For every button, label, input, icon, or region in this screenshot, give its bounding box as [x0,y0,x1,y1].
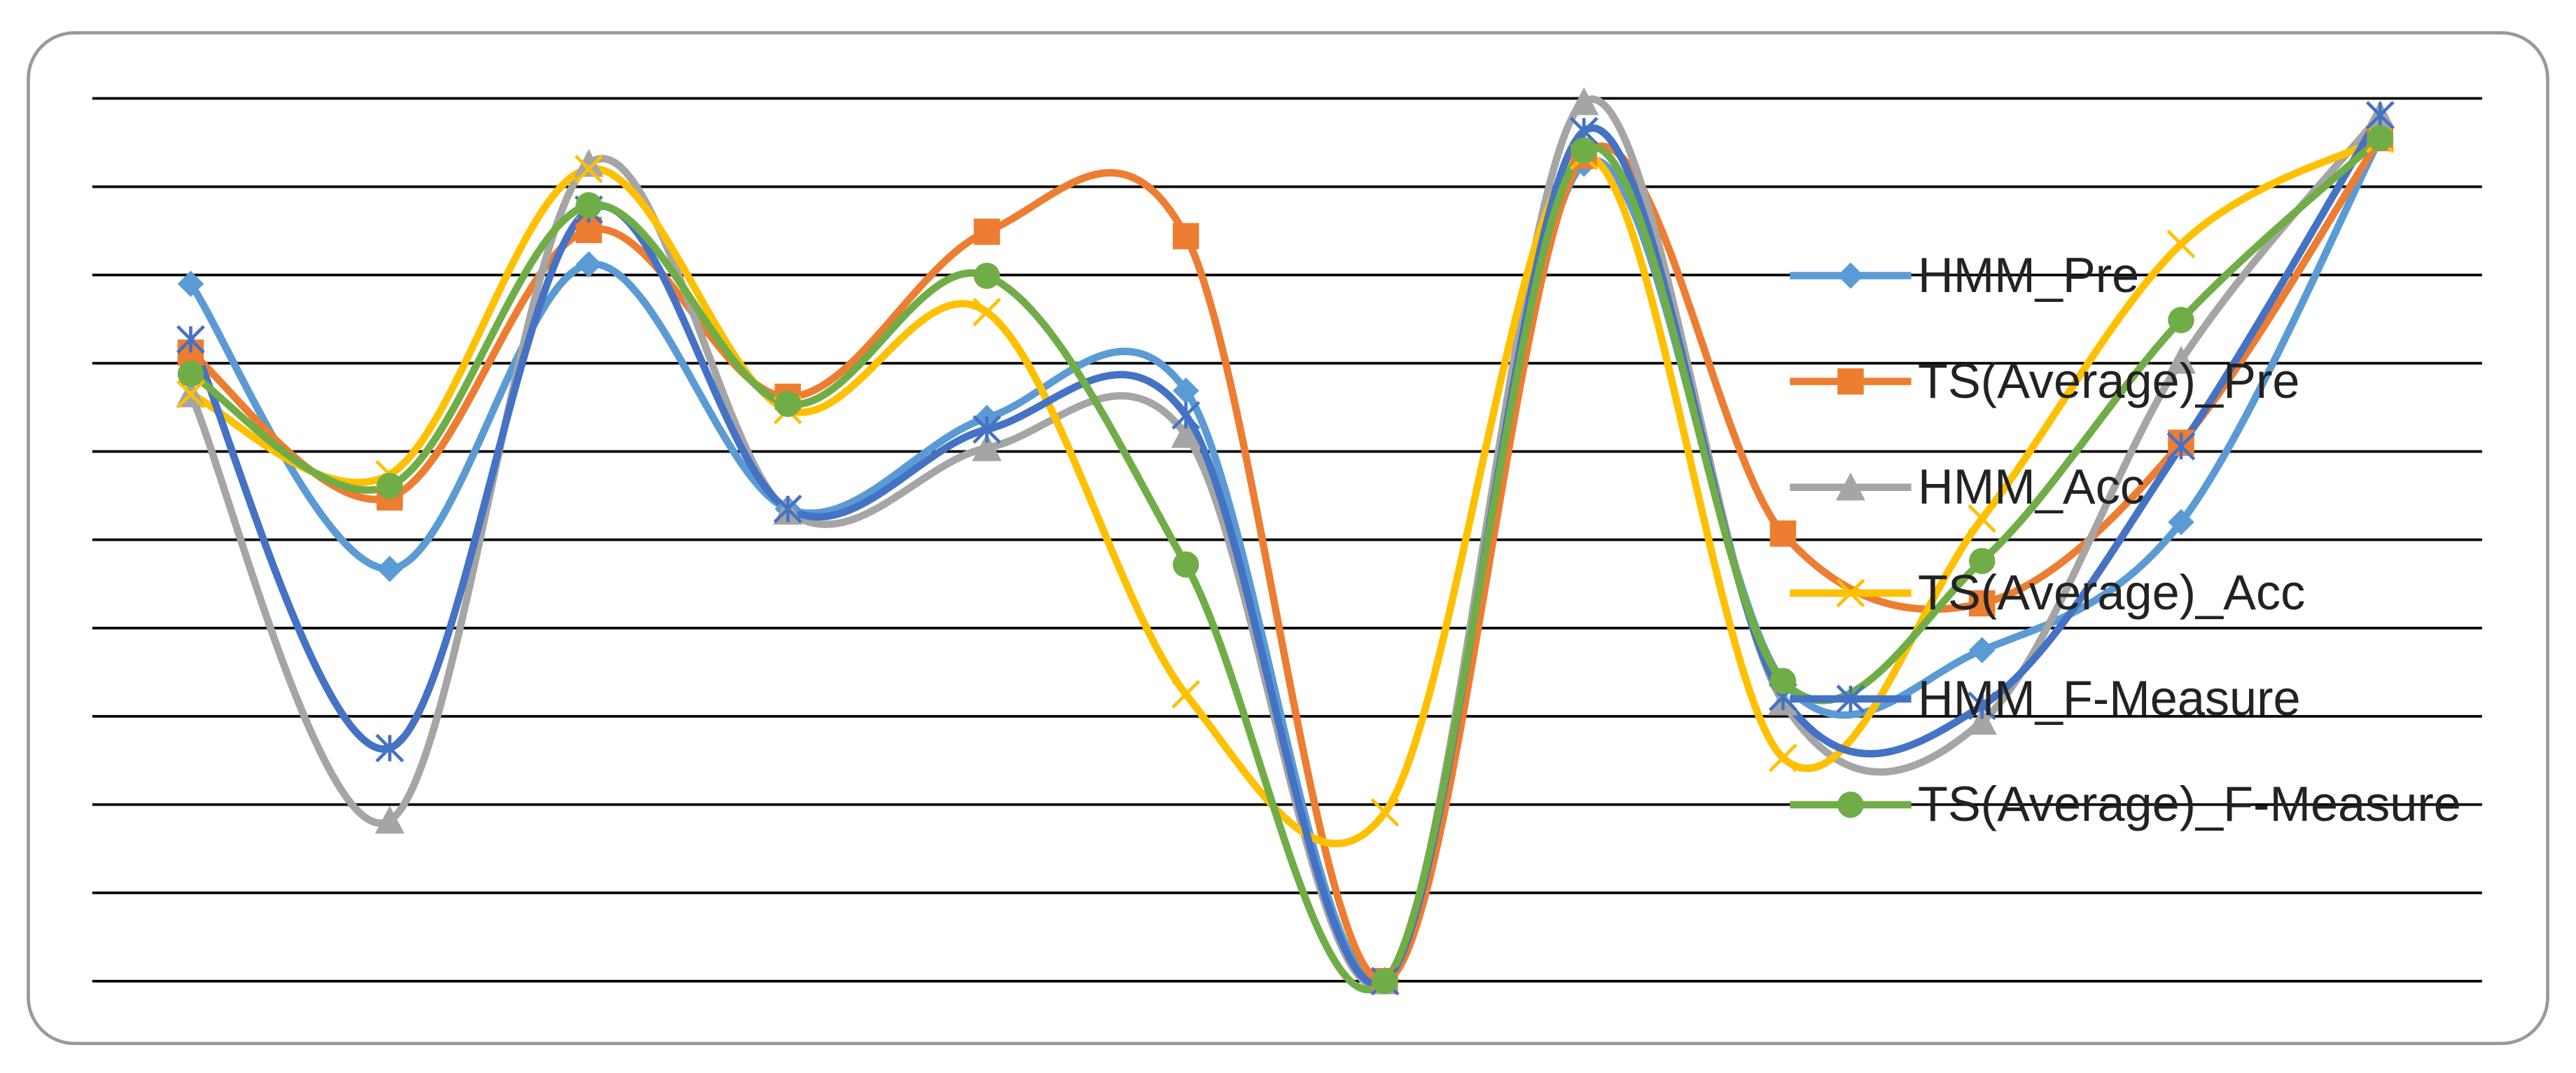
marker [1172,551,1199,578]
marker [1171,401,1201,430]
marker [973,415,1001,444]
marker [1769,667,1797,695]
marker [1372,968,1398,995]
legend-marker [1837,368,1864,395]
marker [1968,548,1996,574]
marker [1968,590,1996,617]
marker [773,494,802,523]
marker [2168,508,2194,536]
marker [1769,520,1797,547]
marker [1370,798,1400,827]
marker [973,298,1001,326]
marker [774,390,801,417]
marker [1769,743,1797,773]
marker [973,219,1001,245]
legend-label: HMM_F-Measure [1918,670,2301,726]
marker [1968,637,1996,663]
marker [2367,125,2393,152]
legend-label: HMM_Pre [1918,247,2139,303]
marker [573,148,604,177]
marker [2166,345,2196,374]
marker [1968,504,1997,533]
legend-marker [1835,472,1866,501]
marker [1571,137,1597,164]
legend-marker [1837,791,1864,818]
marker [176,380,205,409]
marker [1569,87,1599,116]
marker [574,154,604,184]
marker [1171,420,1201,448]
marker [2166,431,2196,461]
marker [576,192,602,219]
legend-marker [1836,579,1865,608]
marker [1172,223,1199,249]
marker [2168,307,2194,333]
marker [1968,691,1997,721]
legend-marker [1836,684,1865,714]
series-line [187,113,2383,988]
marker [972,433,1002,462]
marker [576,251,602,278]
marker [375,805,405,834]
legend-label: TS(Average)_Pre [1918,353,2299,408]
legend-label: TS(Average)_F-Measure [1918,776,2461,831]
chart-frame [27,31,2549,1046]
marker [176,325,205,354]
marker [177,270,204,297]
marker [375,733,405,763]
marker [376,473,403,499]
legend-label: HMM_Acc [1918,459,2145,514]
marker [2166,230,2196,258]
marker [973,263,1001,289]
marker [1171,679,1201,709]
marker [376,555,403,583]
legend-label: TS(Average)_Acc [1918,565,2305,620]
marker [1967,707,1997,735]
marker [2365,101,2395,130]
marker [177,361,204,387]
